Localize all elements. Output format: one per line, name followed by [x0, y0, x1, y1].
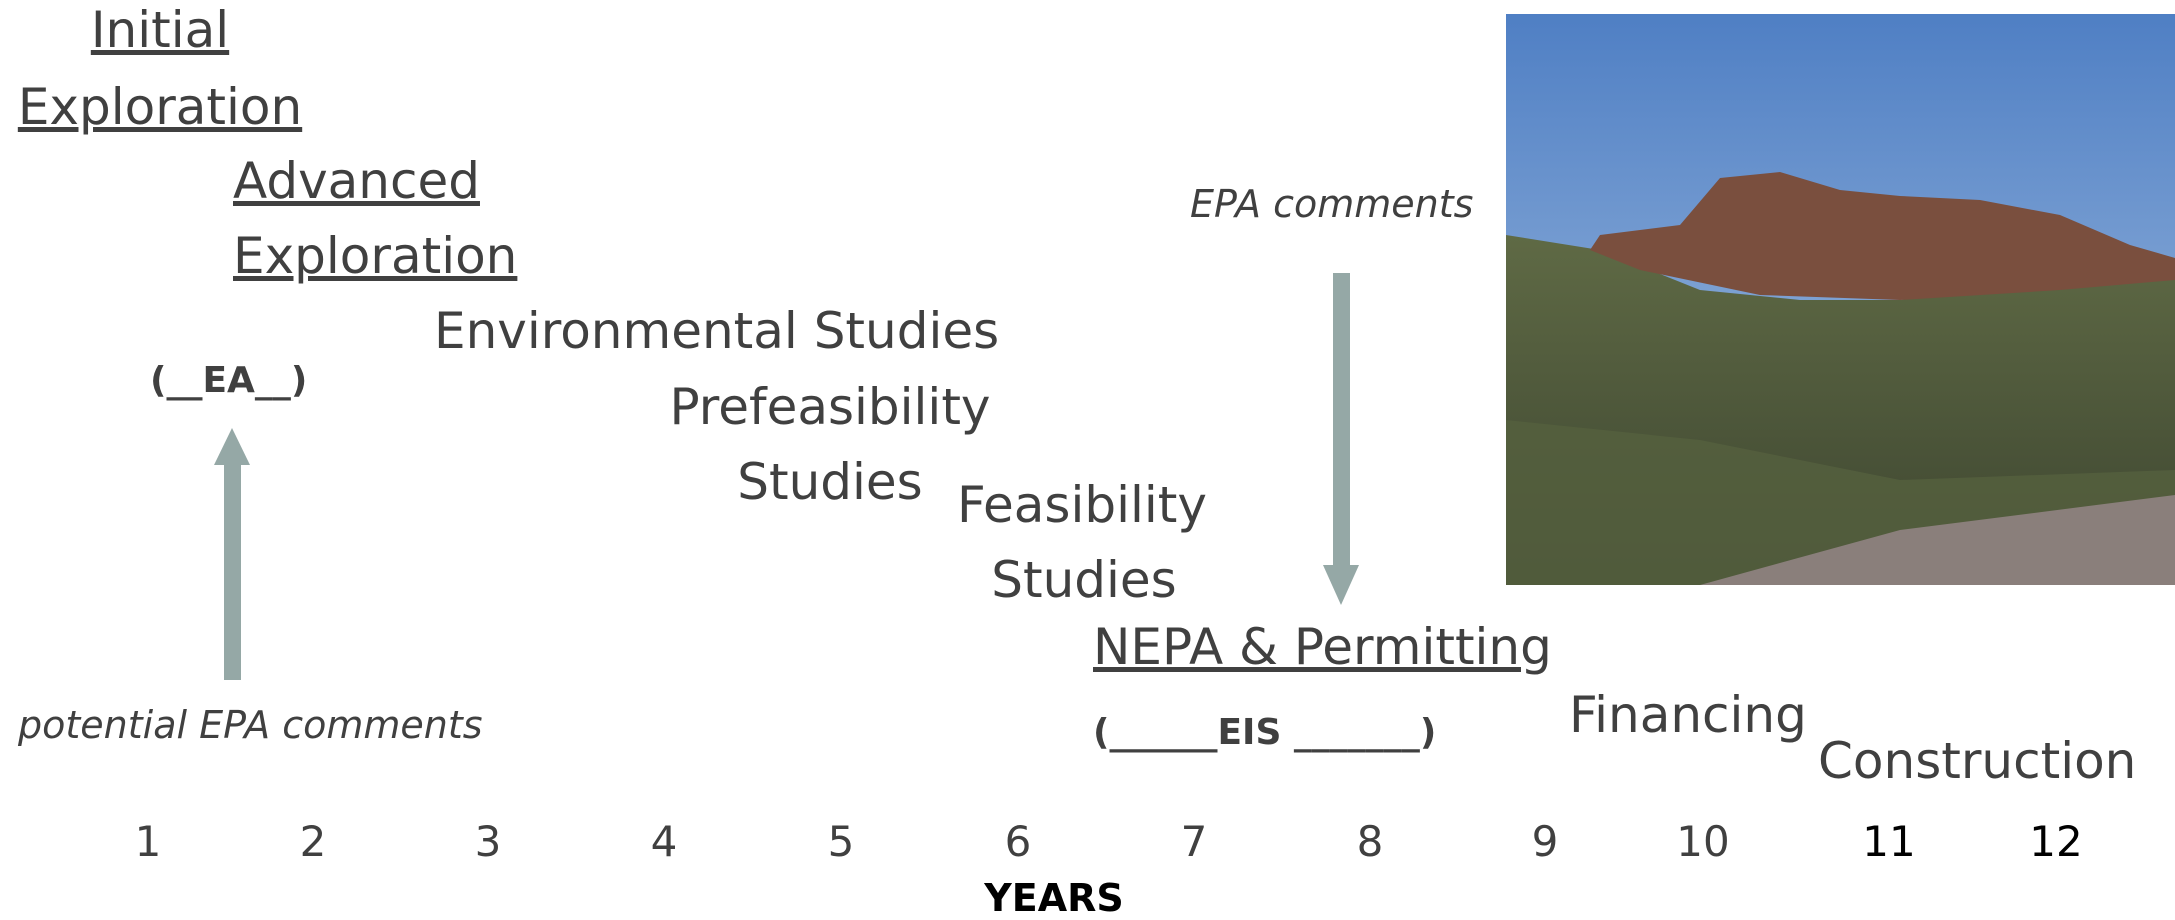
- year-label: 11: [1862, 817, 1915, 866]
- year-label: 3: [475, 817, 502, 866]
- stage-label: Feasibility: [957, 476, 1207, 534]
- stage-label: Advanced: [233, 152, 480, 210]
- timeline-slide: Initial Exploration Advanced Exploration Env…: [0, 0, 2175, 916]
- down-arrow: [1323, 273, 1359, 605]
- year-label: 7: [1181, 817, 1208, 866]
- stage-label: NEPA & Permitting: [1093, 618, 1552, 676]
- review-marker: (______EIS _______): [1093, 712, 1436, 753]
- year-label: 12: [2029, 817, 2082, 866]
- year-label: 5: [828, 817, 855, 866]
- stage-label: Studies: [737, 453, 922, 511]
- year-label: 9: [1532, 817, 1559, 866]
- stage-label: Exploration: [18, 78, 302, 136]
- year-label: 1: [135, 817, 162, 866]
- stage-label: Exploration: [233, 227, 517, 285]
- year-label: 2: [300, 817, 327, 866]
- year-label: 4: [651, 817, 678, 866]
- year-label: 10: [1676, 817, 1729, 866]
- year-label: 8: [1357, 817, 1384, 866]
- annotation: potential EPA comments: [17, 703, 483, 747]
- axis-label: YEARS: [983, 876, 1124, 916]
- stage-label: Environmental Studies: [434, 302, 999, 360]
- stage-label: Studies: [991, 551, 1176, 609]
- stage-label: Construction: [1818, 732, 2136, 790]
- year-label: 6: [1005, 817, 1032, 866]
- stage-label: Initial: [91, 1, 229, 59]
- annotation: EPA comments: [1190, 182, 1473, 226]
- landscape-photo: [1506, 14, 2175, 585]
- stage-label: Financing: [1569, 686, 1807, 744]
- stage-label: Prefeasibility: [669, 378, 990, 436]
- up-arrow: [214, 428, 250, 680]
- review-marker: (__EA__): [150, 360, 307, 401]
